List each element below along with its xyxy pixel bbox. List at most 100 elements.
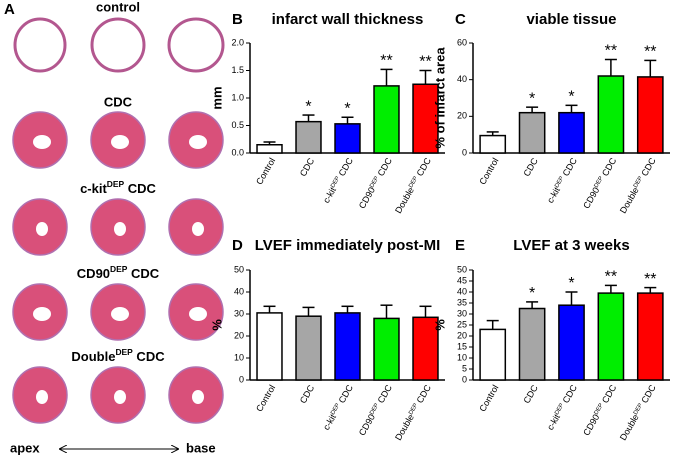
base-label: base: [186, 440, 216, 455]
y-axis-label: %: [209, 319, 224, 331]
significance: **: [419, 54, 431, 71]
y-tick-label: 25: [457, 319, 467, 329]
bar: [597, 75, 625, 154]
y-tick-label: 10: [234, 352, 244, 362]
bar: [295, 315, 322, 381]
y-tick-label: 20: [457, 111, 467, 121]
x-tick-label: CDC: [521, 383, 540, 405]
heart-lumen: [114, 390, 126, 404]
y-tick-label: 0: [462, 374, 467, 384]
significance: *: [568, 275, 574, 292]
y-tick-label: 45: [457, 275, 467, 285]
panel-letter: C: [455, 11, 466, 28]
significance: **: [380, 53, 392, 70]
y-tick-label: 5: [462, 363, 467, 373]
x-tick-label: CD90DEP CDC: [357, 383, 394, 438]
heart-lumen: [36, 390, 48, 404]
x-tick-label: c-kitDEP CDC: [545, 156, 579, 205]
x-tick-label: CDC: [521, 156, 540, 178]
x-tick-label: c-kitDEP CDC: [321, 156, 355, 205]
x-tick-label: c-kitDEP CDC: [545, 383, 579, 432]
y-tick-label: 40: [457, 74, 467, 84]
x-tick-label: CD90DEP CDC: [582, 156, 619, 211]
y-axis-label: %: [432, 319, 447, 331]
x-tick-label: Control: [254, 156, 277, 186]
y-tick-label: 35: [457, 297, 467, 307]
x-tick-label: Control: [254, 383, 277, 413]
y-tick-label: 1.0: [231, 92, 244, 102]
x-tick-label: DoubleDEP CDC: [618, 156, 658, 216]
bar: [479, 134, 507, 154]
x-tick-label: CDC: [298, 156, 317, 178]
heart-lumen: [189, 135, 207, 149]
y-tick-label: 1.5: [231, 65, 244, 75]
heart-lumen: [33, 135, 51, 149]
y-axis-label: mm: [209, 86, 224, 109]
bar: [256, 144, 283, 154]
apex-label: apex: [10, 440, 40, 455]
heart-section: [90, 17, 146, 73]
significance: **: [644, 271, 656, 288]
y-tick-label: 30: [234, 308, 244, 318]
group-label: control: [96, 0, 140, 14]
panel-letter: A: [4, 1, 15, 18]
significance: *: [344, 100, 350, 117]
heart-lumen: [192, 222, 204, 236]
bar: [636, 76, 664, 154]
bar: [373, 317, 400, 381]
chart-title: viable tissue: [526, 11, 616, 28]
significance: *: [529, 285, 535, 302]
heart-lumen: [36, 222, 48, 236]
significance: **: [605, 43, 617, 60]
x-tick-label: CD90DEP CDC: [357, 156, 394, 211]
x-tick-label: DoubleDEP CDC: [393, 383, 433, 443]
heart-lumen: [192, 390, 204, 404]
y-tick-label: 0: [239, 374, 244, 384]
significance: **: [644, 44, 656, 61]
chart-title: infarct wall thickness: [272, 11, 424, 28]
heart-lumen: [111, 135, 129, 149]
bar: [558, 304, 585, 381]
panel-letter: D: [232, 237, 243, 254]
heart-lumen: [111, 307, 129, 321]
y-tick-label: 20: [234, 330, 244, 340]
bar: [518, 111, 546, 154]
y-tick-label: 30: [457, 308, 467, 318]
x-tick-label: DoubleDEP CDC: [618, 383, 658, 443]
y-tick-label: 60: [457, 37, 467, 47]
bar: [597, 292, 625, 381]
y-axis-label: % of infarct area: [432, 47, 447, 149]
group-label: c-kitDEP CDC: [80, 179, 156, 196]
bar: [479, 328, 507, 381]
y-tick-label: 0: [462, 147, 467, 157]
x-tick-label: DoubleDEP CDC: [393, 156, 433, 216]
y-tick-label: 15: [457, 341, 467, 351]
significance: *: [568, 89, 574, 106]
y-tick-label: 0.5: [231, 120, 244, 130]
significance: *: [529, 90, 535, 107]
panel-letter: B: [232, 11, 243, 28]
y-tick-label: 20: [457, 330, 467, 340]
x-tick-label: Control: [477, 156, 500, 186]
heart-section: [167, 17, 225, 73]
heart-lumen: [189, 307, 207, 321]
y-tick-label: 50: [234, 264, 244, 274]
chart-title: LVEF at 3 weeks: [513, 237, 629, 254]
chart-title: LVEF immediately post-MI: [255, 237, 441, 254]
heart-section: [13, 17, 67, 73]
heart-lumen: [114, 222, 126, 236]
x-tick-label: Control: [477, 383, 500, 413]
x-tick-label: CDC: [298, 383, 317, 405]
bar: [412, 316, 439, 381]
bar: [558, 111, 585, 154]
group-label: CDC: [104, 94, 133, 109]
bar: [373, 85, 400, 154]
significance: *: [305, 98, 311, 115]
y-tick-label: 40: [457, 286, 467, 296]
bar: [334, 312, 361, 381]
y-tick-label: 0.0: [231, 147, 244, 157]
x-tick-label: c-kitDEP CDC: [321, 383, 355, 432]
x-tick-label: CD90DEP CDC: [582, 383, 619, 438]
bar: [334, 123, 361, 154]
